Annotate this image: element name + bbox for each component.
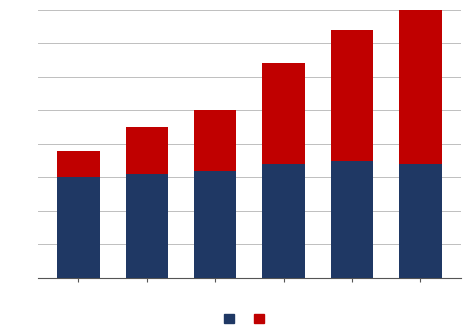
Bar bbox=[57, 177, 100, 278]
Bar bbox=[57, 150, 100, 177]
Bar bbox=[331, 161, 373, 278]
Bar bbox=[194, 110, 237, 171]
Bar bbox=[194, 171, 237, 278]
Bar bbox=[125, 174, 168, 278]
Bar bbox=[399, 7, 442, 164]
Legend: , : , bbox=[219, 308, 279, 327]
Bar bbox=[331, 30, 373, 161]
Bar bbox=[262, 164, 305, 278]
Bar bbox=[125, 127, 168, 174]
Bar bbox=[399, 164, 442, 278]
Bar bbox=[262, 63, 305, 164]
